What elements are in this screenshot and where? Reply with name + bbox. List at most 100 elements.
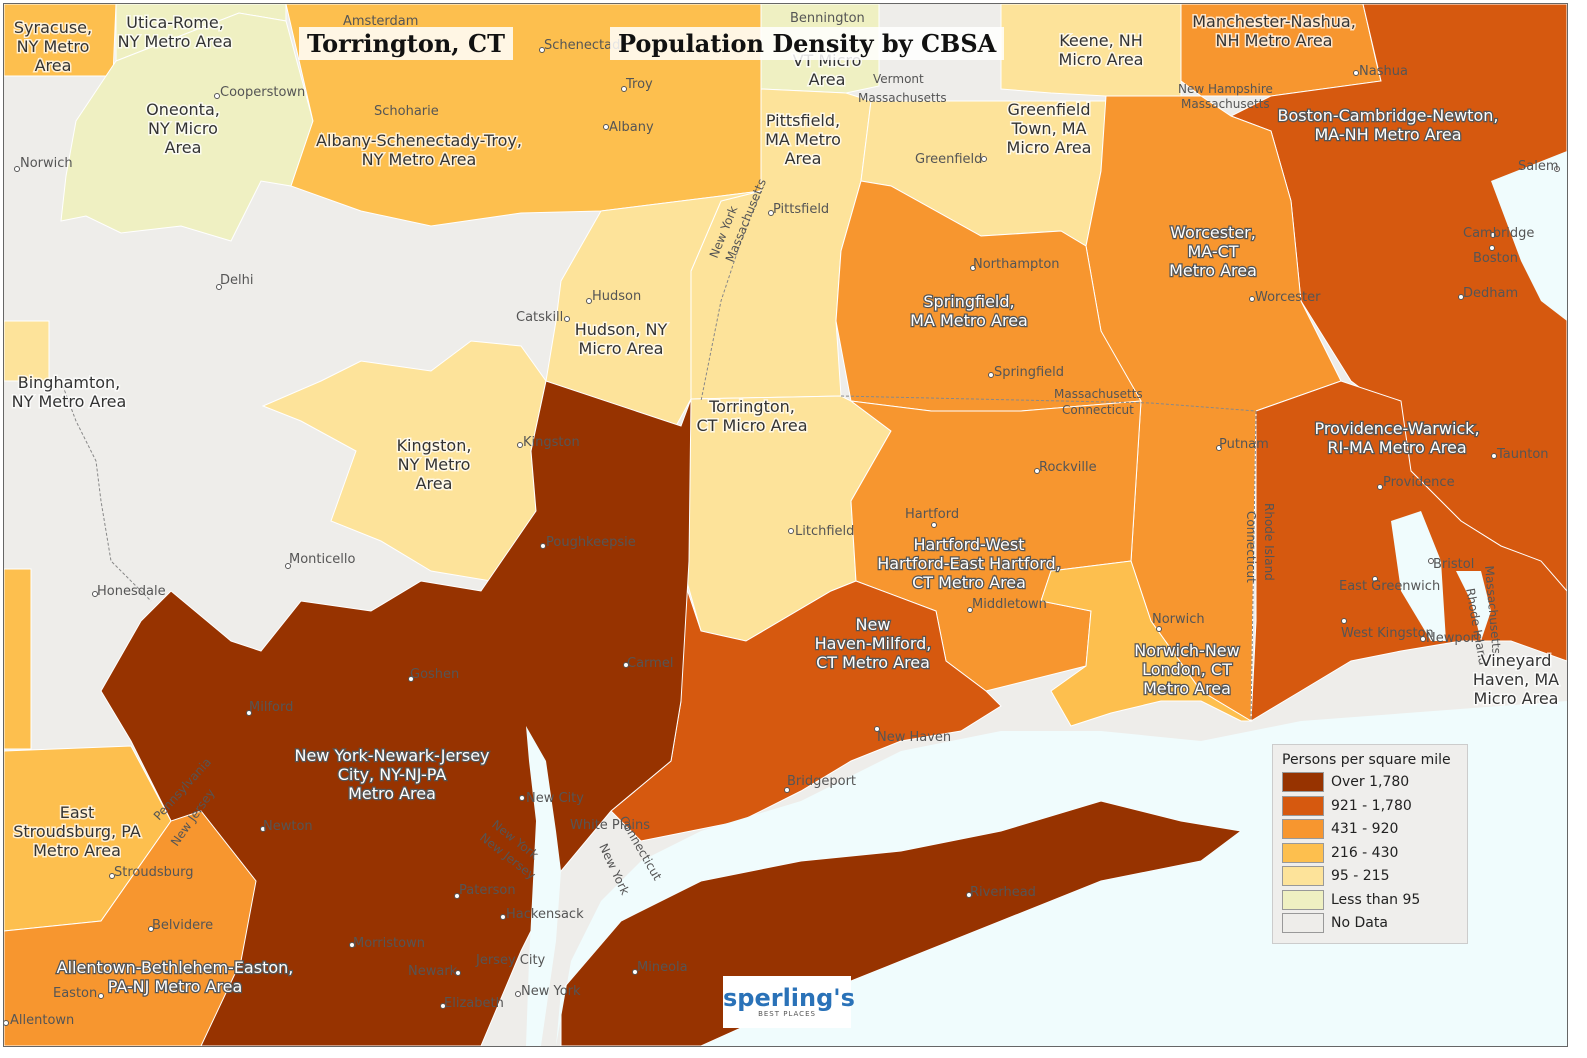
city-label: Providence [1383,475,1455,490]
region-label-binghamton: Binghamton, NY Metro Area [12,373,127,411]
city-label: Dedham [1463,286,1518,301]
legend-label: 216 - 430 [1331,844,1399,861]
region-label-torrington: Torrington, CT Micro Area [697,397,808,435]
legend-swatch [1282,889,1324,910]
legend-label: No Data [1331,915,1388,931]
legend-swatch [1282,842,1324,863]
city-label: Cambridge [1463,226,1534,241]
ocean-east [1491,151,1567,321]
sperlings-logo[interactable]: sperling's BEST PLACES [723,976,855,1028]
state-line-label: Massachusetts [1181,97,1270,111]
city-label: Bridgeport [787,774,856,789]
city-label: Amsterdam [343,14,418,29]
state-line-ct-ri [1250,410,1257,722]
city-label: Newton [263,819,313,834]
legend-item: 921 - 1,780 [1282,795,1412,816]
city-label: Hartford [905,507,959,522]
city-label: Boston [1473,251,1518,266]
city-label: Schoharie [374,104,439,119]
place-title: Torrington, CT [299,27,513,60]
city-label: Kingston [523,435,580,450]
city-label: Schenectady [544,38,628,53]
region-label-kingston: Kingston, NY Metro Area [397,436,472,493]
city-label: Northampton [973,257,1060,272]
legend-label: 95 - 215 [1331,868,1390,884]
region-label-newyork: New York-Newark-Jersey City, NY-NJ-PA Metr… [294,746,489,803]
city-label: Milford [249,700,293,715]
region-allentown [4,810,257,1046]
city-label: Nashua [1359,64,1408,79]
city-label: Morristown [353,936,425,951]
city-label: Poughkeepsie [546,535,636,550]
city-label: Cooperstown [220,85,305,100]
city-label: Greenfield [915,152,982,167]
state-line-ny-pa [60,380,152,602]
region-label-newhaven: New Haven-Milford, CT Metro Area [815,615,932,672]
city-label: Newark [408,964,458,979]
region-binghamton [4,320,50,382]
density-map[interactable]: Amsterdam Schenectady Troy Albany Schoha… [4,4,1567,1046]
mt-hope-bay [1456,571,1491,641]
region-label-stroudsburg: East Stroudsburg, PA Metro Area [13,803,141,860]
city-label: Riverhead [970,885,1036,900]
logo-brand: sperling's [723,984,855,1012]
city-label: Paterson [459,883,516,898]
region-label-providence: Providence-Warwick, RI-MA Metro Area [1314,419,1479,457]
region-label-hudson: Hudson, NY Micro Area [575,320,668,358]
city-label: Delhi [220,273,253,288]
state-line-label: Massachusetts [1054,387,1143,401]
city-label: Catskill [516,310,563,325]
region-label-utica: Utica-Rome, NY Metro Area [118,13,233,51]
region-label-hartford: Hartford-West Hartford-East Hartford, CT M… [877,535,1061,592]
legend-swatch [1282,795,1324,816]
region-oneonta [60,12,314,242]
city-label: East Greenwich [1339,579,1440,594]
city-label: Monticello [289,552,355,567]
state-line-label: Connecticut [1062,403,1134,417]
region-label-albany: Albany-Schenectady-Troy, NY Metro Area [316,131,522,169]
region-label-worcester: Worcester, MA-CT Metro Area [1169,223,1257,280]
state-line-label: Vermont [873,72,924,86]
legend-label: Less than 95 [1331,891,1421,908]
city-label: Mineola [637,960,688,975]
legend-swatch [1282,913,1324,933]
state-line-ny-ma [700,190,762,402]
city-label: New York [521,984,581,999]
map-frame[interactable]: Amsterdam Schenectady Troy Albany Schoha… [3,3,1568,1047]
city-label: Elizabeth [444,996,504,1011]
state-line-label: Rhode Island [1262,503,1276,581]
city-label: Litchfield [795,524,854,539]
region-label-greenfield: Greenfield Town, MA Micro Area [1007,100,1092,157]
city-label: New City [526,791,584,806]
city-label: Newport [1426,631,1481,646]
legend-label: 431 - 920 [1331,821,1399,837]
legend-item: No Data [1282,913,1388,933]
city-label: Albany [609,120,654,135]
city-label: White Plains [570,818,650,833]
legend: Persons per square mile Over 1,780 921 - … [1272,744,1468,944]
city-label: Salem [1518,159,1559,174]
map-title: Population Density by CBSA [610,27,1005,60]
city-label: Norwich [1152,612,1205,627]
legend-title: Persons per square mile [1282,752,1451,768]
city-label: Middletown [972,597,1047,612]
region-norwich [1040,560,1253,727]
city-label: Jersey City [475,953,546,968]
city-label: Easton [53,986,97,1001]
region-label-springfield: Springfield, MA Metro Area [910,292,1028,330]
city-label: Allentown [10,1013,74,1028]
state-line-label: Massachusetts [858,91,947,105]
city-label: Pittsfield [773,202,829,217]
city-label: Taunton [1496,447,1549,462]
region-label-boston: Boston-Cambridge-Newton, MA-NH Metro Area [1278,106,1499,144]
city-label: New Haven [877,730,951,745]
legend-swatch [1282,772,1324,792]
legend-item: Over 1,780 [1282,772,1409,792]
legend-label: Over 1,780 [1331,774,1410,790]
city-label: Hackensack [506,907,584,922]
region-labels: Syracuse, NY Metro Area Utica-Rome, NY Metr… [10,11,1560,998]
state-line-ma-ct [840,395,1257,412]
city-labels: Amsterdam Schenectady Troy Albany Schoha… [4,11,1560,1028]
hudson-river [526,726,561,1046]
legend-label: 921 - 1,780 [1331,797,1412,814]
